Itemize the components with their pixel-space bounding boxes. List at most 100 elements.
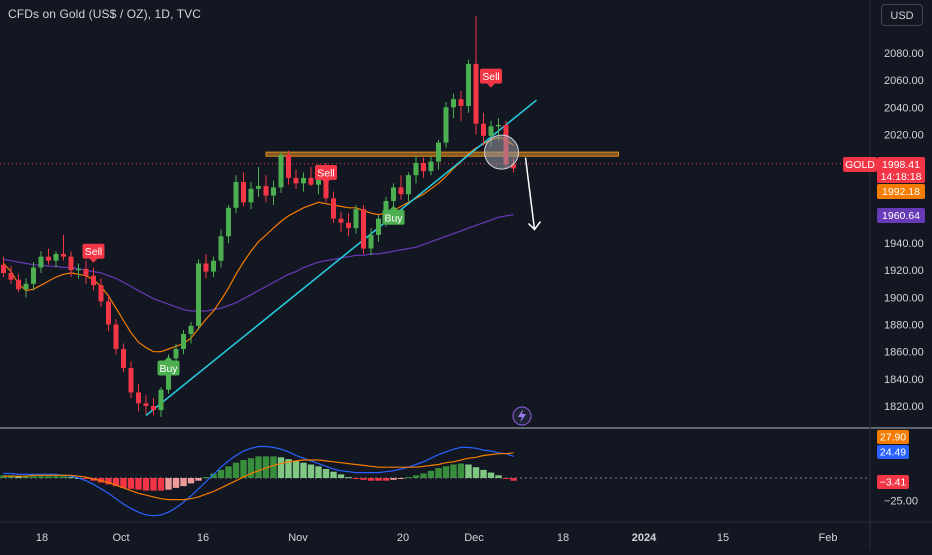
candle [428, 156, 434, 176]
macd-histogram-bar [165, 478, 172, 490]
candle [458, 91, 464, 121]
candle [98, 278, 104, 307]
macd-signal-tag: 27.90 [877, 430, 909, 444]
candle [203, 253, 209, 279]
macd-histogram-bar [337, 474, 345, 478]
macd-histogram-bar [112, 478, 120, 487]
y-tick-label: 2020.00 [884, 129, 924, 141]
macd-histogram-bar [307, 464, 315, 478]
candle [8, 266, 14, 284]
trendline [145, 99, 538, 417]
macd-histogram-bar [375, 478, 382, 481]
candle [1, 256, 6, 278]
macd-histogram-bar [510, 478, 517, 481]
macd-tag-value: −3.41 [880, 477, 907, 489]
macd-histogram-bar [105, 478, 112, 485]
candle [286, 150, 291, 185]
price-tag-value: 1992.18 [882, 186, 920, 198]
ema-fast-price-tag: 1992.18 [877, 184, 925, 199]
macd-y-tick-label: −25.00 [884, 496, 918, 508]
x-tick-label: 15 [717, 532, 729, 544]
candle [113, 319, 119, 355]
candle [278, 152, 284, 193]
candle [436, 139, 441, 170]
candle [398, 175, 404, 200]
candle [248, 181, 254, 210]
candle [368, 228, 374, 256]
macd-histogram-bar [217, 469, 225, 478]
y-tick-label: 2060.00 [884, 75, 924, 87]
candle [61, 234, 66, 261]
macd-histogram-bar [232, 462, 240, 478]
candle [158, 386, 164, 417]
candle [466, 59, 471, 113]
candle [391, 183, 396, 208]
candle [106, 294, 111, 332]
macd-histogram-bar [157, 478, 165, 491]
macd-histogram-bar [210, 473, 217, 478]
macd-histogram-bar [292, 460, 300, 478]
candle [218, 229, 224, 268]
candle [68, 251, 74, 278]
candle [308, 167, 314, 187]
macd-histogram-bar [180, 478, 187, 487]
lightning-icon [512, 406, 532, 426]
candle [473, 16, 479, 135]
candle [128, 361, 134, 398]
gold-symbol-label: GOLD [845, 159, 875, 171]
candle [353, 205, 359, 234]
currency-button[interactable]: USD [881, 4, 923, 26]
candle [331, 191, 336, 223]
candle [38, 251, 44, 273]
resistance-zone [265, 151, 619, 157]
gold-symbol-tag: GOLD [843, 157, 877, 172]
candle [211, 256, 216, 278]
macd-histogram-bar [120, 478, 127, 488]
macd-histogram-bar [285, 459, 292, 478]
macd-histogram-bar [262, 456, 270, 478]
y-tick-label: 1840.00 [884, 374, 924, 386]
macd-histogram-bar [270, 456, 277, 478]
macd-histogram-bar [255, 456, 262, 478]
macd-histogram-bar [360, 478, 367, 480]
candle [83, 260, 89, 284]
macd-histogram-bar [30, 476, 37, 478]
macd-histogram-bar [15, 476, 22, 478]
macd-histogram-tag: −3.41 [877, 475, 909, 489]
sell-signal: Sell [82, 243, 105, 263]
candle [188, 321, 194, 344]
candle [338, 211, 344, 233]
y-tick-label: 1820.00 [884, 401, 924, 413]
macd-histogram-bar [225, 466, 232, 478]
y-tick-label: 1860.00 [884, 347, 924, 359]
macd-histogram-bar [420, 473, 427, 478]
x-tick-label: 18 [557, 532, 569, 544]
macd-histogram-bar [60, 476, 67, 478]
y-tick-label: 2080.00 [884, 48, 924, 60]
candle [16, 274, 21, 292]
candle [31, 262, 36, 291]
buy-signal: Buy [157, 356, 180, 376]
macd-histogram-bar [300, 462, 307, 478]
x-tick-label: Nov [288, 532, 308, 544]
projection-arrow [524, 157, 536, 230]
macd-histogram-bar [202, 477, 210, 479]
candle [136, 384, 141, 412]
macd-tag-value: 27.90 [880, 432, 906, 444]
candle [346, 213, 351, 237]
macd-histogram-bar [465, 464, 472, 478]
y-tick-label: 1920.00 [884, 265, 924, 277]
macd-signal-line [3, 452, 514, 501]
candle [23, 278, 29, 298]
macd-histogram-bar [277, 457, 285, 478]
macd-histogram-bar [427, 470, 435, 478]
macd-histogram-bar [142, 478, 150, 491]
y-tick-label: 2040.00 [884, 102, 924, 114]
macd-histogram-bar [172, 478, 180, 488]
macd-histogram-bar [457, 463, 465, 478]
macd-histogram-bar [442, 466, 450, 478]
macd-histogram-bar [37, 476, 45, 478]
